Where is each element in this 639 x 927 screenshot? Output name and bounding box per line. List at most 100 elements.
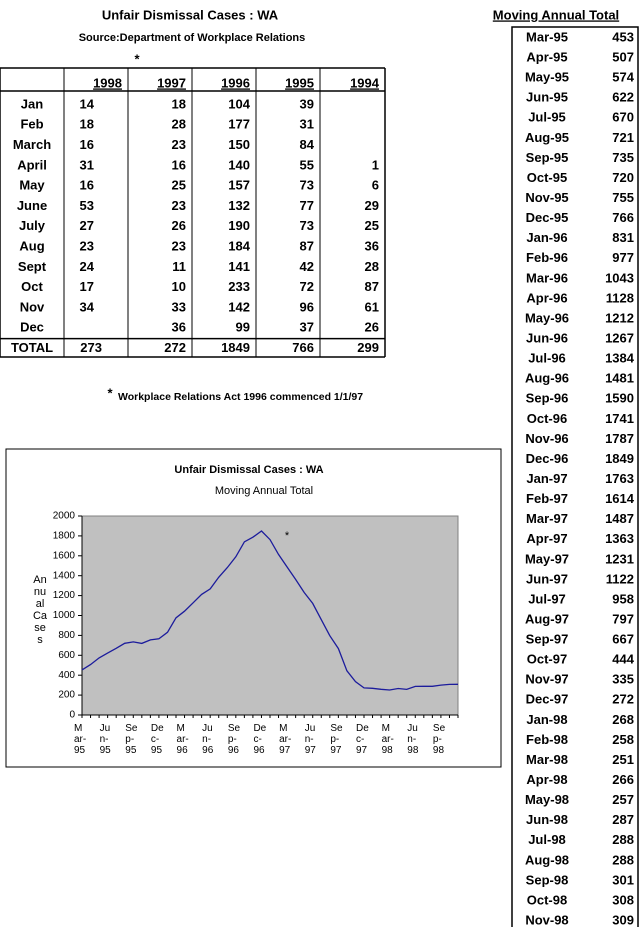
footnote: Workplace Relations Act 1996 commenced 1… — [118, 391, 363, 403]
month: Oct-97 — [527, 652, 567, 667]
x-tick-label: Ju n-97 — [305, 723, 317, 756]
cell: 36 — [172, 320, 186, 335]
month: Nov-97 — [525, 672, 568, 687]
total-value: 1614 — [605, 491, 635, 506]
cell: 72 — [300, 279, 314, 294]
month: May-96 — [525, 310, 569, 325]
month: Sep-98 — [526, 872, 569, 887]
total-value: 622 — [612, 90, 634, 105]
month: Dec-95 — [526, 210, 569, 225]
cell: 73 — [300, 178, 314, 193]
cell: 87 — [300, 239, 314, 254]
cell: 36 — [365, 239, 379, 254]
month: Jun-98 — [526, 812, 568, 827]
cell: 77 — [300, 198, 314, 213]
total-value: 309 — [612, 913, 634, 927]
cell: 1849 — [221, 340, 250, 355]
total-value: 1363 — [605, 531, 634, 546]
total-value: 766 — [612, 210, 634, 225]
cell: 31 — [80, 157, 94, 172]
row-label: Nov — [20, 299, 45, 314]
row-label: March — [13, 137, 51, 152]
cell: 184 — [228, 239, 250, 254]
cell: 104 — [228, 96, 250, 111]
cell: 150 — [228, 137, 250, 152]
month: Jun-96 — [526, 330, 568, 345]
total-value: 670 — [612, 110, 634, 125]
cell: 141 — [228, 259, 250, 274]
total-value: 288 — [612, 852, 634, 867]
x-tick-label: Se p-98 — [433, 723, 446, 756]
y-tick-label: 2000 — [53, 511, 76, 522]
month: Jan-98 — [526, 712, 567, 727]
total-value: 272 — [612, 692, 634, 707]
cell: 132 — [228, 198, 250, 213]
cell: 27 — [80, 218, 94, 233]
column-header: 1998 — [93, 75, 122, 90]
cell: 23 — [172, 198, 186, 213]
month: Aug-98 — [525, 852, 569, 867]
cell: 26 — [365, 320, 379, 335]
total-value: 1231 — [605, 551, 634, 566]
cell: 99 — [236, 320, 250, 335]
total-value: 1787 — [605, 431, 634, 446]
row-label: Oct — [21, 279, 43, 294]
cell: 39 — [300, 96, 314, 111]
row-label: June — [17, 198, 47, 213]
cell: 18 — [80, 117, 94, 132]
total-value: 574 — [612, 70, 634, 85]
cell: 23 — [172, 239, 186, 254]
y-tick-label: 1200 — [53, 590, 76, 601]
column-header: 1995 — [285, 75, 314, 90]
month: Aug-95 — [525, 130, 569, 145]
row-label: TOTAL — [11, 340, 53, 355]
row-label: July — [19, 218, 46, 233]
total-value: 1763 — [605, 471, 634, 486]
x-tick-label: Se p-96 — [228, 723, 241, 756]
cell: 28 — [172, 117, 186, 132]
x-tick-label: Se p-97 — [330, 723, 343, 756]
total-title: Moving Annual Total — [493, 7, 619, 22]
cell: 10 — [172, 279, 186, 294]
month: Dec-97 — [526, 692, 569, 707]
month: Mar-96 — [526, 270, 568, 285]
cell: 33 — [172, 299, 186, 314]
total-value: 1267 — [605, 330, 634, 345]
month: Jul-98 — [528, 832, 566, 847]
cell: 55 — [300, 157, 314, 172]
total-value: 507 — [612, 50, 634, 65]
total-value: 721 — [612, 130, 634, 145]
x-tick-label: De c-96 — [253, 723, 266, 756]
cell: 299 — [357, 340, 379, 355]
cell: 42 — [300, 259, 314, 274]
month: Apr-95 — [526, 50, 567, 65]
cell: 190 — [228, 218, 250, 233]
y-tick-label: 1000 — [53, 610, 76, 621]
row-label: Dec — [20, 320, 44, 335]
y-tick-label: 800 — [58, 630, 75, 641]
month: Mar-98 — [526, 752, 568, 767]
total-value: 453 — [612, 29, 634, 44]
marker: * — [134, 51, 140, 66]
month: Feb-96 — [526, 250, 568, 265]
month: Aug-97 — [525, 611, 569, 626]
cell: 28 — [365, 259, 379, 274]
cell: 23 — [172, 137, 186, 152]
cell: 25 — [172, 178, 186, 193]
column-header: 1994 — [350, 75, 380, 90]
total-value: 288 — [612, 832, 634, 847]
cell: 73 — [300, 218, 314, 233]
y-tick-label: 1600 — [53, 550, 76, 561]
cell: 31 — [300, 117, 314, 132]
cell: 23 — [80, 239, 94, 254]
cell: 25 — [365, 218, 379, 233]
month: Mar-97 — [526, 511, 568, 526]
total-value: 257 — [612, 792, 634, 807]
total-value: 335 — [612, 672, 634, 687]
total-value: 251 — [612, 752, 634, 767]
total-value: 1741 — [605, 411, 634, 426]
month: Jul-95 — [528, 110, 566, 125]
row-label: May — [19, 178, 45, 193]
cell: 26 — [172, 218, 186, 233]
